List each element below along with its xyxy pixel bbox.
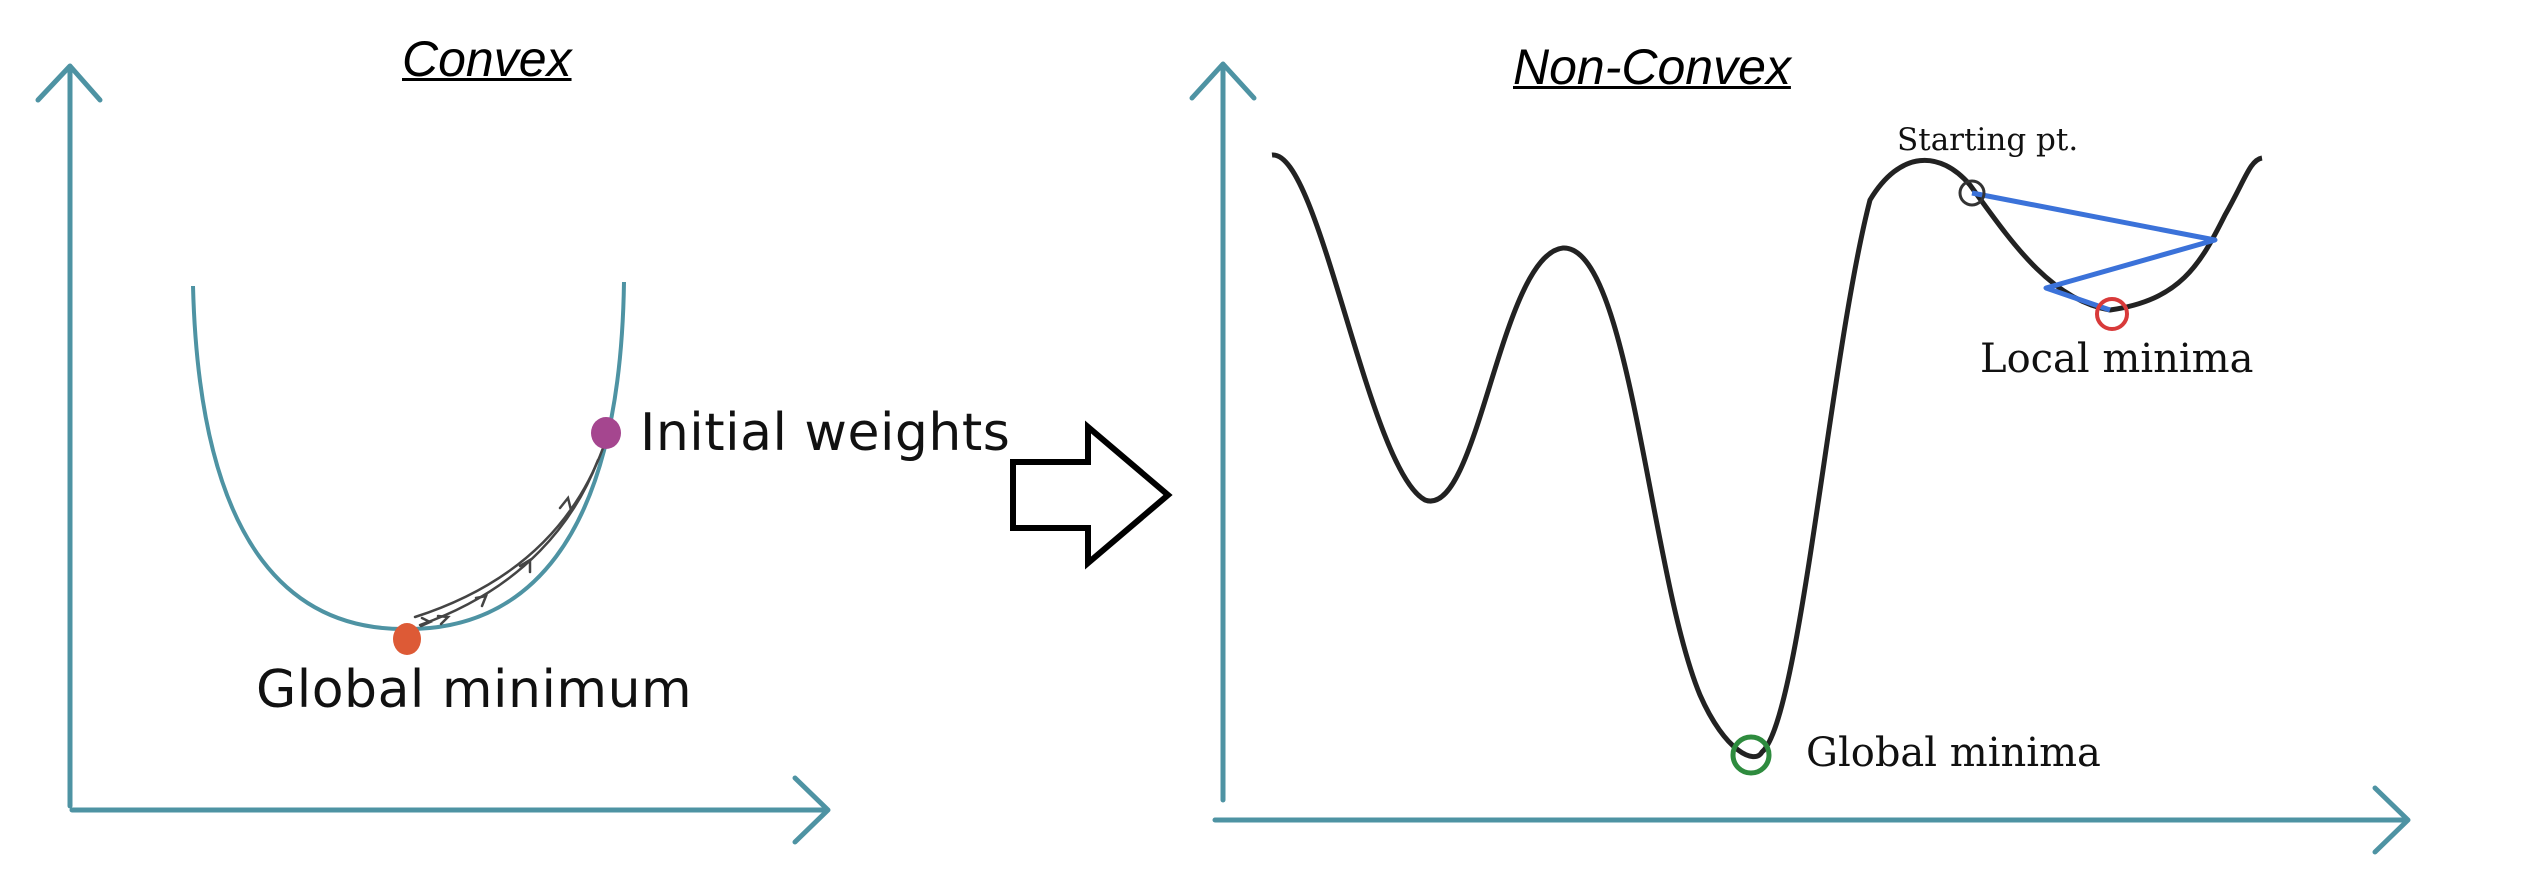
global-minimum-label: Global minimum [256,660,693,720]
left-x-arrowhead-icon [792,775,831,845]
local-minima-circle [2095,297,2129,331]
right-arrow-icon [1010,420,1173,570]
right-x-arrowhead-icon [2372,785,2411,855]
global-minimum-point [393,623,421,655]
descent-path [1971,190,2218,313]
non-convex-curve [1271,152,2263,759]
local-minima-label: Local minima [1980,336,2254,382]
global-minima-circle [1730,734,1772,776]
left-axes [35,63,831,845]
starting-point-label: Starting pt. [1897,122,2079,158]
right-title: Non-Convex [1513,39,1791,95]
right-y-arrowhead-icon [1189,61,1257,101]
initial-weights-point [591,417,621,449]
starting-point-circle [1958,179,1986,207]
global-minima-label: Global minima [1806,730,2101,776]
convex-curve [191,281,626,632]
left-y-arrowhead-icon [35,63,103,103]
left-title: Convex [402,31,572,87]
initial-weights-label: Initial weights [640,403,1011,463]
descent-arrows [413,446,605,628]
right-axes [1189,61,2411,855]
